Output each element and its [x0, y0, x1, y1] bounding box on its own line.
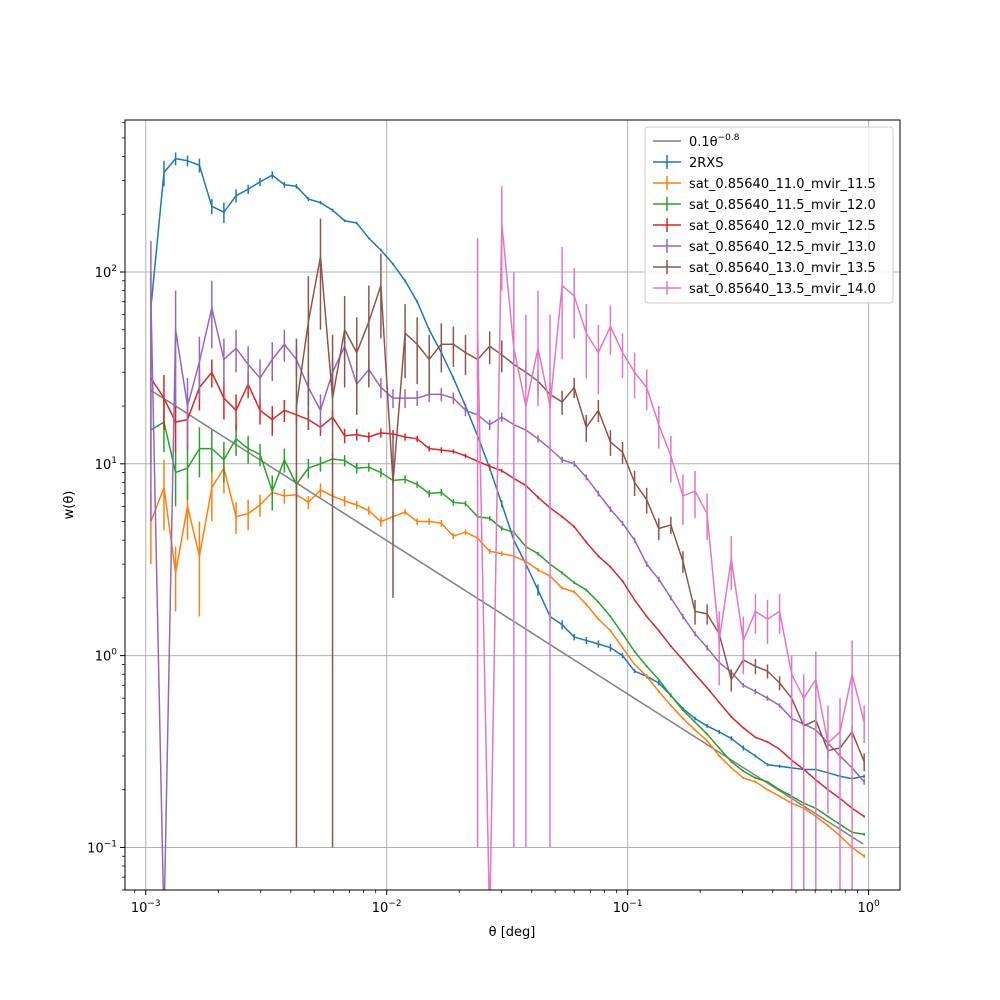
x-tick-label: 10−1 — [613, 899, 643, 916]
legend: 0.1θ−0.8 2RXS sat_0.85640_11.0_mvir_11.5sa… — [644, 126, 894, 304]
series-line — [150, 421, 865, 836]
legend-label: 0.1θ−0.8 — [689, 133, 740, 150]
legend-label: sat_0.85640_11.5_mvir_12.0 — [689, 198, 876, 213]
y-tick-label: 101 — [95, 456, 117, 473]
series-2 — [150, 448, 865, 859]
axes-frame — [124, 119, 901, 891]
legend-item: sat_0.85640_11.5_mvir_12.0 — [653, 197, 876, 213]
series-line — [150, 389, 864, 845]
y-tick-label: 100 — [95, 648, 118, 665]
legend-item: sat_0.85640_13.5_mvir_14.0 — [653, 281, 876, 297]
legend-item: sat_0.85640_13.0_mvir_13.5 — [653, 260, 876, 276]
legend-label: sat_0.85640_13.0_mvir_13.5 — [689, 261, 876, 276]
series-line — [295, 256, 865, 762]
y-tick-label: 10−1 — [87, 839, 117, 856]
y-tick-label: 102 — [95, 264, 117, 281]
legend-item: sat_0.85640_11.0_mvir_11.5 — [653, 176, 876, 192]
y-axis-label: w(θ) — [62, 491, 77, 520]
series-line — [150, 467, 865, 857]
x-tick-label: 10−2 — [372, 899, 402, 916]
series-layer — [150, 152, 865, 890]
legend-item: sat_0.85640_12.5_mvir_13.0 — [653, 239, 876, 255]
legend-item: sat_0.85640_12.0_mvir_12.5 — [653, 218, 876, 234]
legend-label: sat_0.85640_11.0_mvir_11.5 — [689, 177, 876, 192]
legend-label: sat_0.85640_12.5_mvir_13.0 — [689, 240, 876, 255]
ticks: 10−3 10−2 10−1 100 10−1 100 101 102 — [87, 122, 880, 916]
series-line — [150, 371, 865, 818]
x-axis-label: θ [deg] — [489, 925, 536, 940]
series-7 — [476, 186, 865, 890]
legend-item: 0.1θ−0.8 — [653, 133, 740, 150]
legend-label: sat_0.85640_12.0_mvir_12.5 — [689, 219, 876, 234]
series-3 — [150, 400, 865, 836]
series-line — [150, 295, 865, 890]
legend-label: 2RXS — [689, 156, 723, 171]
series-0 — [150, 389, 864, 845]
legend-box — [644, 126, 894, 304]
legend-label: sat_0.85640_13.5_mvir_14.0 — [689, 282, 876, 297]
legend-item: 2RXS — [653, 155, 723, 171]
series-line — [150, 157, 865, 780]
x-tick-label: 100 — [857, 899, 880, 916]
x-tick-label: 10−3 — [131, 899, 161, 916]
